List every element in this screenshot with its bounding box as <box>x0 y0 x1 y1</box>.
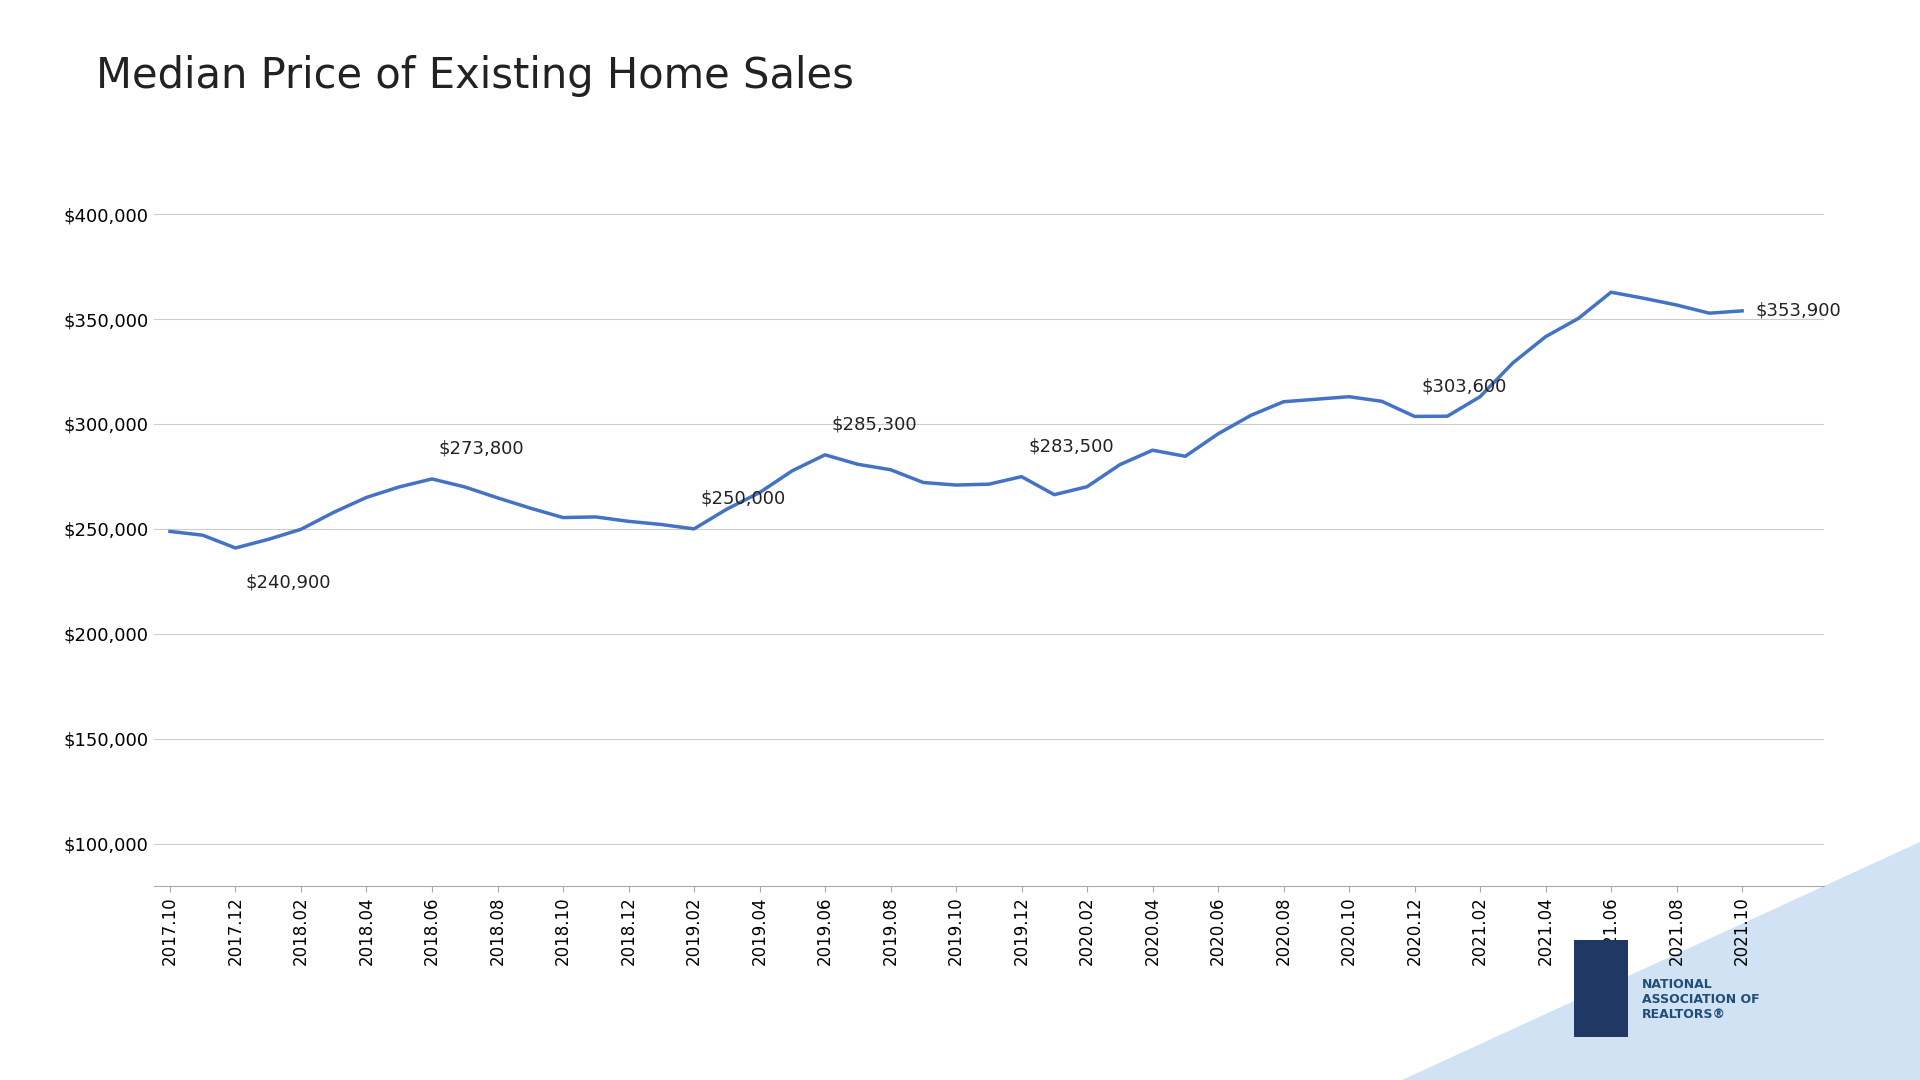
Text: $283,500: $283,500 <box>1027 437 1114 456</box>
Text: $303,600: $303,600 <box>1421 377 1507 395</box>
Text: Median Price of Existing Home Sales: Median Price of Existing Home Sales <box>96 55 854 97</box>
Text: $353,900: $353,900 <box>1755 302 1841 320</box>
Text: $285,300: $285,300 <box>831 416 918 434</box>
Text: $240,900: $240,900 <box>246 573 330 591</box>
Text: NATIONAL
ASSOCIATION OF
REALTORS®: NATIONAL ASSOCIATION OF REALTORS® <box>1642 977 1759 1021</box>
Text: $273,800: $273,800 <box>438 440 524 458</box>
Text: IR: IR <box>1588 1002 1605 1017</box>
Text: $250,000: $250,000 <box>701 490 785 508</box>
